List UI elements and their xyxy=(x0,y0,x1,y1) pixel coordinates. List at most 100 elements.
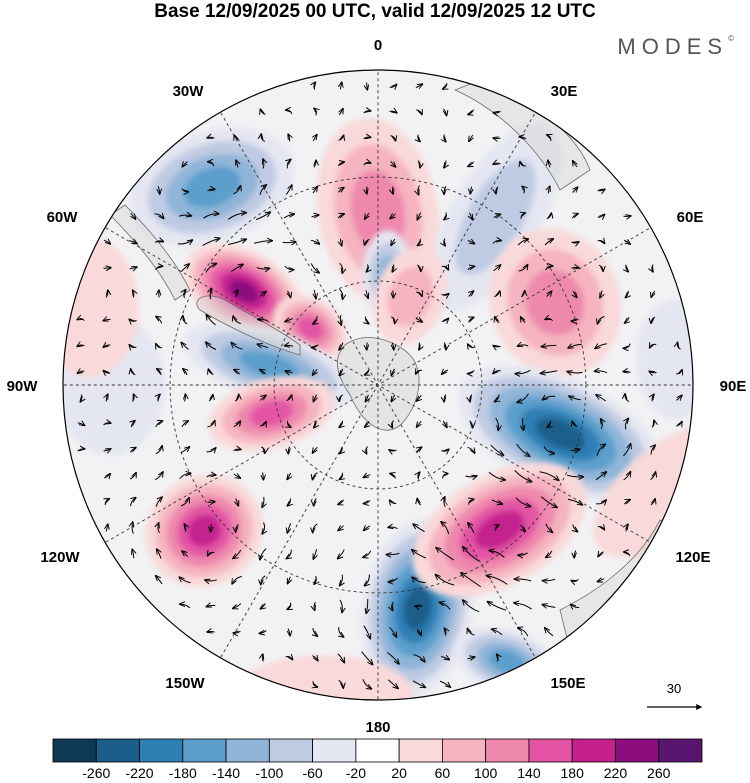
lon-label-90w: 90W xyxy=(7,378,39,395)
wind-vector xyxy=(260,422,266,426)
wind-vector xyxy=(467,446,475,452)
wind-vector xyxy=(521,291,524,298)
wind-vector xyxy=(468,499,474,505)
wind-vector xyxy=(413,654,424,662)
wind-vector xyxy=(540,496,556,507)
wind-vector xyxy=(259,292,265,297)
wind-vector xyxy=(184,290,186,299)
wind-vector xyxy=(516,443,530,456)
wind-vector xyxy=(523,418,524,430)
wind-vector xyxy=(547,135,551,142)
wind-vector xyxy=(261,110,266,115)
wind-vector xyxy=(461,573,482,588)
lon-label-0: 0 xyxy=(374,37,382,54)
wind-vector xyxy=(235,395,238,402)
wind-vector xyxy=(77,449,85,452)
wind-vector xyxy=(259,185,266,196)
wind-vector xyxy=(468,523,475,534)
wind-vector xyxy=(364,475,371,478)
wind-vector xyxy=(415,318,422,322)
wind-vector xyxy=(493,214,500,217)
wind-vector xyxy=(338,499,345,505)
wind-vector xyxy=(287,523,290,532)
wind-vector xyxy=(517,239,528,246)
wind-vector xyxy=(416,370,423,373)
wind-vector xyxy=(490,444,503,455)
wind-vector xyxy=(487,576,508,585)
wind-vector xyxy=(543,396,556,399)
wind-vector xyxy=(572,319,579,321)
wind-vector xyxy=(463,547,480,562)
wind-vector xyxy=(595,472,606,481)
wind-vector xyxy=(521,213,525,219)
wind-vector xyxy=(364,500,371,503)
wind-vector xyxy=(568,344,582,348)
wind-vector xyxy=(340,472,343,480)
wind-vector xyxy=(288,290,291,297)
wind-vector xyxy=(444,394,446,402)
wind-vector xyxy=(392,186,393,194)
wind-vector xyxy=(232,575,242,583)
wind-vector xyxy=(208,395,213,402)
wind-vector xyxy=(495,525,498,532)
wind-vector xyxy=(543,446,554,454)
wind-vector xyxy=(366,186,367,194)
positive-anomaly xyxy=(593,423,693,558)
colorbar-swatch xyxy=(355,738,400,763)
colorbar-tick-label: -220 xyxy=(125,765,154,781)
wind-vector xyxy=(518,628,529,637)
colorbar-tick-label: -60 xyxy=(302,765,323,781)
wind-vector xyxy=(469,318,474,323)
wind-vector xyxy=(261,575,266,584)
colorbar-tick-label: -20 xyxy=(345,765,366,781)
wind-vector xyxy=(444,134,446,142)
wind-vector xyxy=(495,317,500,324)
wind-vector xyxy=(571,605,580,608)
brand-logo: MODES© xyxy=(617,34,734,59)
map-title: Base 12/09/2025 00 UTC, valid 12/09/2025… xyxy=(154,1,596,22)
wind-vector xyxy=(183,316,188,325)
wind-vector xyxy=(313,681,317,687)
wind-vector xyxy=(390,501,397,504)
wind-vector xyxy=(390,450,397,451)
wind-vector xyxy=(493,265,501,272)
wind-vector xyxy=(623,500,629,505)
wind-vector xyxy=(180,604,191,609)
wind-vector xyxy=(548,187,549,194)
wind-vector xyxy=(597,526,604,529)
wind-vector xyxy=(545,319,553,322)
south-america-outline xyxy=(109,204,191,301)
wind-vector xyxy=(597,190,605,191)
wind-vector xyxy=(311,215,319,217)
wind-vector xyxy=(337,653,344,663)
wind-vector xyxy=(367,82,368,90)
lon-label-60e: 60E xyxy=(677,209,704,226)
wind-vector xyxy=(154,241,163,243)
wind-vector xyxy=(158,395,160,402)
wind-vector xyxy=(652,264,653,272)
wind-vector xyxy=(416,292,422,296)
wind-vector xyxy=(131,369,136,376)
wind-vector xyxy=(103,240,110,244)
wind-vector xyxy=(314,289,316,298)
wind-vector xyxy=(494,292,500,297)
wind-vector xyxy=(441,266,448,269)
wind-vector xyxy=(313,472,318,480)
wind-vector xyxy=(566,475,583,477)
wind-vector xyxy=(493,371,501,374)
wind-vector xyxy=(412,577,426,584)
wind-vector xyxy=(364,526,371,530)
wind-vector xyxy=(439,680,450,687)
wind-vector xyxy=(340,446,342,454)
wind-vector xyxy=(260,370,267,375)
anomaly-contour-band xyxy=(187,514,222,547)
colorbar-tick-label: -140 xyxy=(212,765,241,781)
wind-vector xyxy=(366,394,369,401)
wind-vector xyxy=(650,372,657,373)
wind-vector xyxy=(132,522,133,534)
colorbar-swatch xyxy=(398,738,443,763)
wind-vector xyxy=(567,498,582,504)
wind-vector xyxy=(418,134,420,142)
wind-vectors xyxy=(78,83,682,689)
wind-vector xyxy=(392,342,394,350)
